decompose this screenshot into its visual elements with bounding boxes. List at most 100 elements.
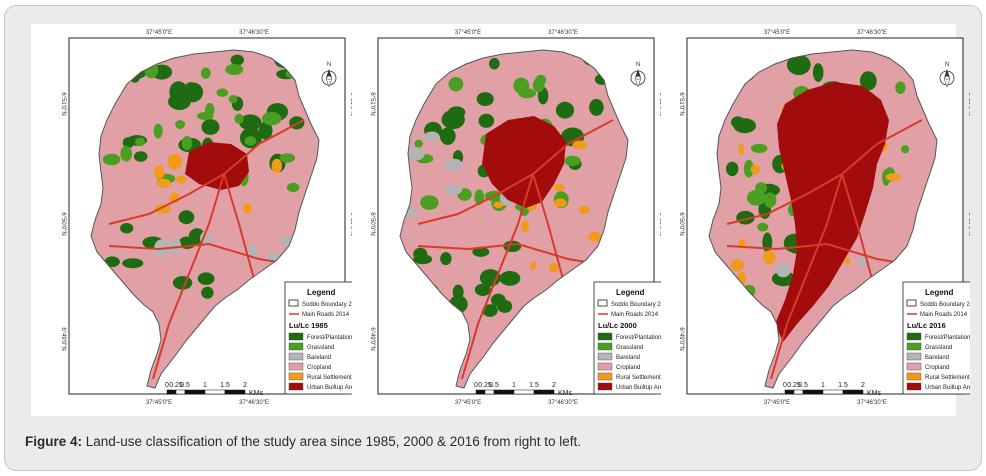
urban-area	[482, 116, 566, 208]
rural-patch	[844, 257, 851, 265]
main-road	[152, 173, 225, 380]
scale-label: 1.5	[529, 382, 539, 389]
grassland-patch	[532, 78, 545, 93]
forest-patch	[786, 54, 811, 75]
legend-boundary-label: Soddo Boundary 2007	[611, 302, 661, 308]
latitude-tick: 6°51'0"N	[349, 92, 352, 115]
grassland-patch	[197, 112, 214, 121]
forest-patch	[440, 252, 452, 266]
land-use-map-panel: 37°45'0"E 37°46'30"E 37°45'0"E 37°46'30"E 6°…	[667, 24, 970, 416]
longitude-tick: 37°46'30"E	[857, 400, 887, 406]
grassland-patch	[743, 159, 754, 178]
latitude-tick: 6°50'0"N	[369, 212, 375, 235]
legend-title: Legend	[616, 288, 645, 297]
forest-patch	[726, 161, 739, 177]
grassland-patch	[228, 95, 238, 104]
main-road	[108, 242, 290, 265]
forest-patch	[555, 101, 575, 119]
rural-patch	[175, 175, 187, 184]
legend-roads-label: Main Roads 2014	[920, 312, 968, 318]
north-arrow-icon	[321, 69, 337, 88]
legend-roads-label: Main Roads 2014	[611, 312, 659, 318]
main-road	[726, 242, 908, 265]
scale-label: 0	[474, 382, 478, 389]
land-use-map: 37°45'0"E 37°46'30"E 37°45'0"E 37°46'30"E 6°…	[678, 30, 970, 406]
bareland-patch	[775, 263, 791, 278]
legend-boundary-swatch	[906, 299, 917, 307]
latitude-tick: 6°51'0"N	[678, 92, 684, 115]
rural-patch	[156, 178, 172, 188]
legend-boundary-swatch	[288, 299, 299, 307]
legend-class-swatch	[597, 352, 613, 361]
land-use-map: 37°45'0"E 37°46'30"E 37°45'0"E 37°46'30"E 6°…	[369, 30, 661, 406]
main-road	[841, 173, 873, 280]
bareland-patch	[444, 158, 463, 171]
forest-patch	[122, 258, 144, 269]
grassland-patch	[216, 88, 229, 97]
legend-class-label: Forest/Plantation	[307, 335, 352, 341]
rural-patch	[521, 220, 530, 233]
bareland-patch	[247, 244, 258, 259]
forest-patch	[122, 137, 135, 148]
scale-label: 1	[203, 382, 207, 389]
legend-class-label: Bareland	[616, 355, 640, 361]
longitude-tick: 37°46'30"E	[239, 400, 269, 406]
legend-class-swatch	[906, 342, 922, 351]
rural-patch	[738, 143, 745, 155]
urban-area	[775, 82, 889, 342]
forest-patch	[503, 240, 522, 252]
grassland-patch	[286, 182, 300, 193]
latitude-tick: 6°51'0"N	[658, 92, 661, 115]
forest-patch	[490, 293, 506, 307]
figure-maps: 37°45'0"E 37°46'30"E 37°45'0"E 37°46'30"E 6°…	[31, 24, 970, 416]
grassland-patch	[420, 195, 439, 211]
rural-patch	[553, 183, 565, 191]
longitude-tick: 37°46'30"E	[548, 30, 578, 36]
forest-patch	[230, 54, 244, 66]
legend-class-label: Rural Settlement	[925, 375, 970, 381]
scale-label: 1.5	[838, 382, 848, 389]
scale-label: 1	[512, 382, 516, 389]
soddo-boundary	[708, 49, 938, 389]
longitude-tick: 37°46'30"E	[857, 30, 887, 36]
legend-class-label: Cropland	[616, 365, 640, 371]
grassland-patch	[901, 145, 910, 154]
longitude-tick: 37°46'30"E	[239, 30, 269, 36]
rural-patch	[153, 165, 165, 180]
rural-patch	[549, 263, 559, 273]
legend-boundary-swatch	[597, 299, 608, 307]
longitude-tick: 37°45'0"E	[764, 400, 790, 406]
legend-class-label: Grassland	[307, 345, 334, 351]
soddo-boundary	[399, 49, 629, 389]
legend-class-swatch	[597, 372, 613, 381]
longitude-tick: 37°45'0"E	[455, 400, 481, 406]
grassland-patch	[181, 136, 193, 151]
bareland-patch	[424, 131, 440, 142]
north-label: N	[327, 62, 331, 68]
map-legend: Legend Soddo Boundary 2007 Main Roads 2014…	[902, 281, 970, 395]
legend-class-swatch	[288, 332, 304, 341]
scale-unit: KMs	[249, 390, 264, 397]
bareland-patch	[405, 147, 425, 161]
legend-class-swatch	[906, 362, 922, 371]
legend-class-label: Forest/Plantation	[925, 335, 970, 341]
grassland-patch	[262, 111, 282, 126]
forest-patch	[447, 106, 466, 118]
latitude-tick: 6°51'0"N	[967, 92, 970, 115]
bareland-patch	[444, 184, 463, 195]
legend-title: Legend	[307, 288, 336, 297]
land-use-map: 37°45'0"E 37°46'30"E 37°45'0"E 37°46'30"E 6°…	[60, 30, 352, 406]
legend-class-swatch	[597, 342, 613, 351]
legend-class-swatch	[288, 382, 304, 391]
legend-class-label: Rural Settlement	[616, 375, 661, 381]
caption-text: Land-use classification of the study are…	[82, 434, 582, 449]
rural-patch	[271, 158, 282, 174]
forest-patch	[474, 283, 491, 296]
forest-patch	[120, 223, 134, 234]
legend-class-swatch	[288, 372, 304, 381]
grassland-patch	[244, 136, 257, 146]
legend-class-label: Urban Builtup Area	[616, 385, 661, 391]
forest-patch	[489, 57, 500, 70]
